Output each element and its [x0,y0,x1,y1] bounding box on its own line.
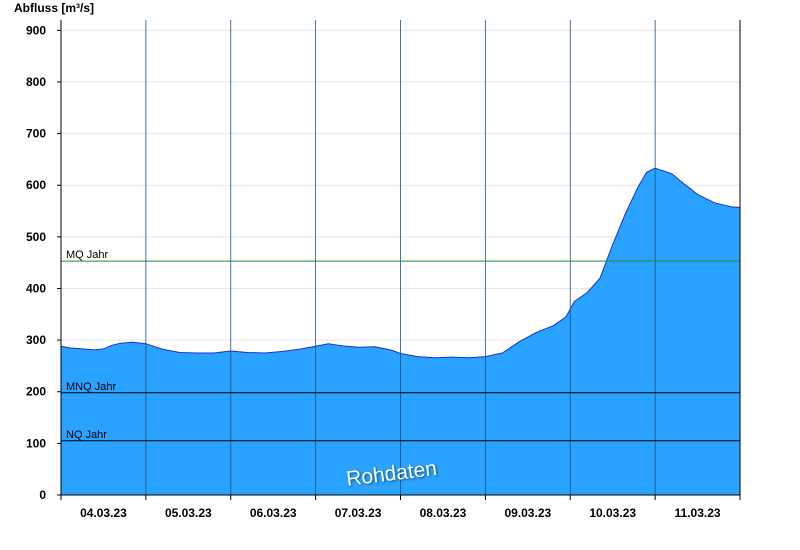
y-tick-label: 700 [26,127,46,141]
x-tick-label: 11.03.23 [675,506,721,520]
y-axis-title: Abfluss [m³/s] [14,1,95,15]
reference-line-label: MNQ Jahr [66,381,116,393]
y-tick-label: 0 [39,488,46,502]
y-tick-label: 200 [26,385,46,399]
x-tick-label: 07.03.23 [335,506,382,520]
x-tick-label: 10.03.23 [589,506,636,520]
x-tick-label: 06.03.23 [250,506,297,520]
y-tick-label: 500 [26,230,46,244]
y-tick-label: 600 [26,178,46,192]
x-tick-label: 04.03.23 [80,506,127,520]
x-tick-label: 09.03.23 [504,506,551,520]
y-tick-label: 800 [26,75,46,89]
y-tick-label: 300 [26,333,46,347]
y-tick-label: 100 [26,436,46,450]
reference-line-label: NQ Jahr [66,429,107,441]
discharge-line [60,167,741,359]
y-tick-label: 400 [26,281,46,295]
x-tick-label: 05.03.23 [165,506,212,520]
x-tick-label: 08.03.23 [420,506,467,520]
y-tick-label: 900 [26,23,46,37]
reference-line-label: MQ Jahr [66,249,109,261]
